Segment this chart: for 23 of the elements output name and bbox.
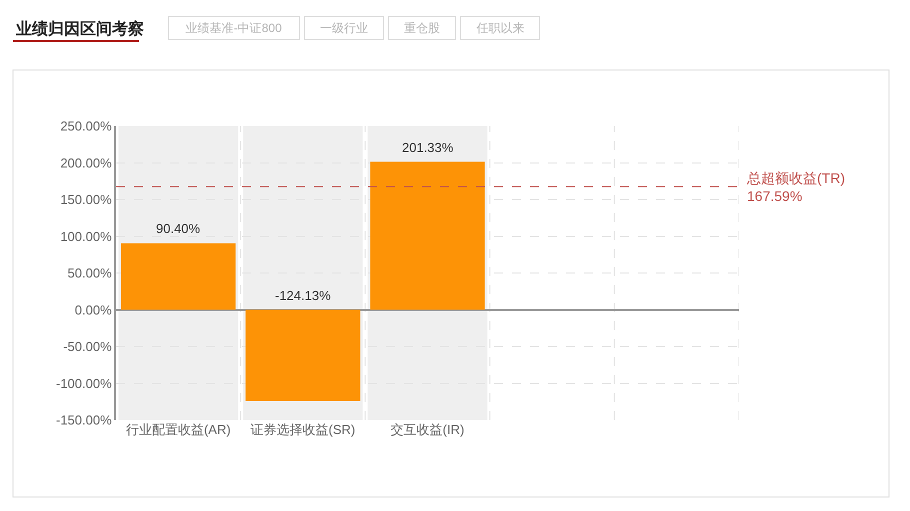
y-tick-label: -150.00% [56,412,112,428]
data-label: 90.40% [156,221,201,236]
bar [120,243,236,310]
y-tick-label: 100.00% [60,228,112,244]
data-label: -124.13% [275,288,332,303]
data-label: 201.33% [402,140,454,155]
ref-line-label: 总超额收益(TR) 167.59% [746,170,845,204]
text: 业绩基准-中证800 [186,21,282,35]
x-tick-label: 交互收益(IR) [390,422,464,437]
text: 重仓股 [404,21,440,35]
x-tick-label: 行业配置收益(AR) [126,422,231,437]
y-tick-label: -50.00% [63,339,112,354]
bar [246,310,360,401]
y-tick-label: -100.00% [56,376,112,391]
text: 一级行业 [320,21,368,35]
y-tick-label: 200.00% [60,155,112,170]
x-tick-label: 证券选择收益(SR) [250,422,356,437]
y-tick-label: 50.00% [68,266,112,281]
y-tick-label: 0.00% [74,302,112,318]
y-tick-label: 150.00% [60,192,112,208]
text: 任职以来 [476,21,524,35]
y-tick-label: 250.00% [60,118,112,134]
chart-title: 业绩归因区间考察 [15,19,144,38]
